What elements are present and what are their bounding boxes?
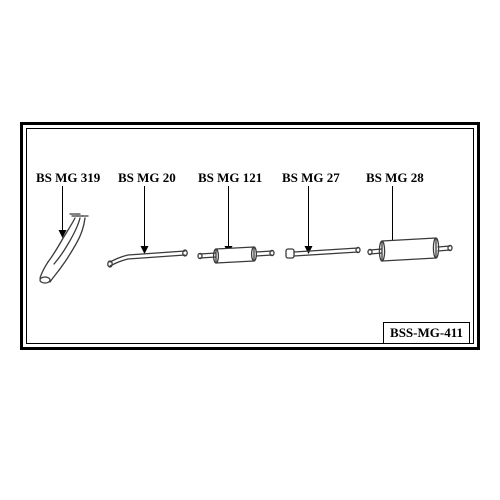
part-manifold-icon: [40, 214, 88, 283]
part-rear-silencer-icon: [368, 238, 452, 261]
part-pipe-icon: [108, 250, 187, 267]
exhaust-parts-drawing: [20, 122, 480, 350]
part-connector-icon: [286, 247, 360, 258]
part-mid-silencer-icon: [198, 247, 274, 263]
